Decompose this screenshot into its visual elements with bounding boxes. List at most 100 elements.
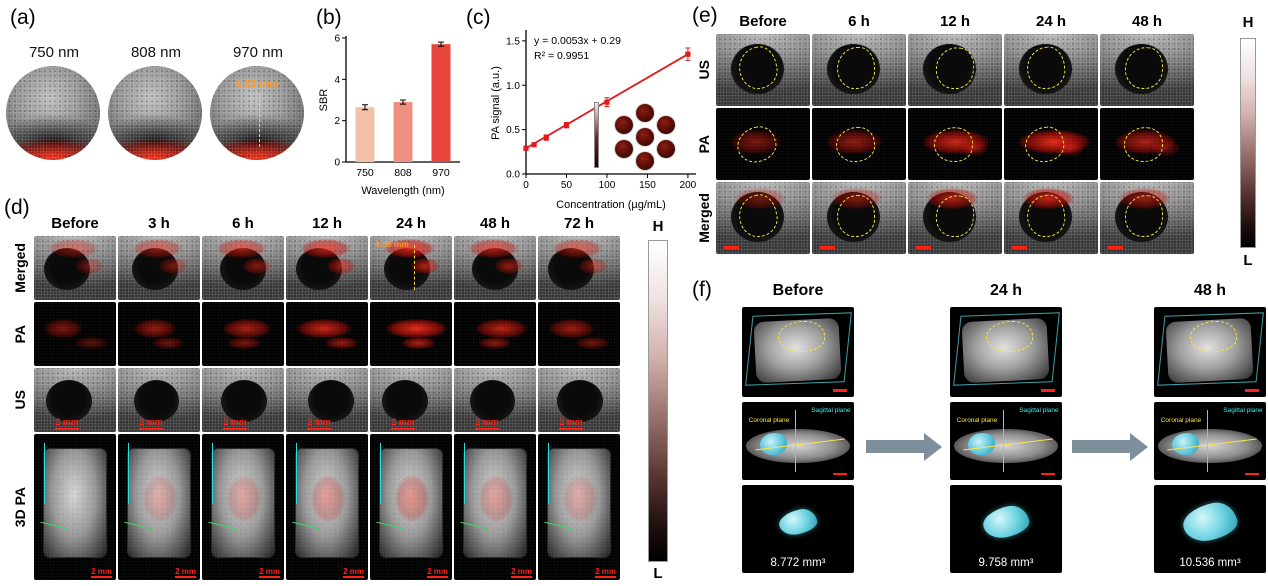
row-label-text: PA [12,324,28,344]
pa-signal-blob [575,337,609,349]
row-label-text: US [12,390,28,410]
pa-signal-blob [1022,187,1075,210]
hypoechoic-region [133,379,180,422]
pa-signal-blob [325,337,359,349]
wavelength-caption: 970 nm [232,44,284,61]
pa-signal-blob [1115,129,1176,155]
plane-view-image: Sagittal plane Coronal plane [742,402,854,480]
axis-y-icon [43,442,46,505]
scale-bar [1011,246,1027,249]
pa-signal-blob [478,337,512,349]
pa-signal-blob [216,238,266,258]
column-header: 6 h [848,13,870,30]
hypoechoic-region [827,44,880,95]
tile-us-6: 2 mm [538,368,620,432]
3d-volume-body [463,448,527,557]
panel-f-label: (f) [692,278,712,301]
hypoechoic-region [731,192,784,243]
plane-view-image: Sagittal plane Coronal plane [1154,402,1266,480]
3d-volume-body [127,448,191,557]
pa-signal-blob [1019,129,1091,155]
svg-text:Wavelength (nm): Wavelength (nm) [361,185,444,197]
scale-bar-label: 2 mm [343,567,364,578]
axis-y-icon [379,442,382,505]
plane-view-image: Sagittal plane Coronal plane [950,402,1062,480]
wavelength-caption: 750 nm [28,44,80,61]
speckle-overlay [6,66,100,160]
progression-arrow [1072,440,1130,453]
hypoechoic-region [469,379,516,422]
pa-signal-blob [562,474,598,522]
scale-bar-label: 2 mm [307,418,331,430]
pa-3d-render [742,307,854,397]
svg-text:150: 150 [639,180,656,191]
tumor-volume-image: 9.758 mm³ [950,485,1062,573]
pa-signal-blob [151,337,185,349]
axis-y-icon [463,442,466,505]
svg-text:970: 970 [432,167,450,179]
pa-signal-blob [296,318,351,338]
pa-signal-blob [1055,140,1084,157]
row-label-text: PA [696,134,712,154]
svg-text:0: 0 [523,180,529,191]
svg-text:0.5: 0.5 [506,125,520,136]
pa-signal-blob [243,257,271,275]
hypoechoic-region [1019,44,1072,95]
progression-arrow [866,440,924,453]
axis-y-icon [211,442,214,505]
pa-linearity-chart: 0.0 0.5 1.0 1.5 0 50 100 150 200 y = 0.0053x + 0.… [490,30,697,211]
row-label: Merged [694,182,714,254]
sample-well [615,116,633,134]
hypoechoic-region [827,192,880,243]
svg-text:808: 808 [394,167,412,179]
sample-well [636,152,654,170]
hypoechoic-region [923,44,976,95]
pa-signal-blob [923,129,989,155]
sagittal-plane-label: Sagittal plane [1223,407,1263,415]
scale-bar-label: 2 mm [55,418,79,430]
panel-a-item-750: 750 nm [6,44,102,160]
hypoechoic-region [43,247,90,290]
tumor-volume-blob [776,506,820,538]
grid-corner [694,10,714,32]
column-header: 6 h [232,215,254,232]
tile-merged-1 [118,236,200,300]
pa-signal-blob [495,257,523,275]
panel-d-label: (d) [4,196,30,219]
pa-signal-blob [48,238,98,258]
timepoint-header: Before [772,282,824,299]
scale-bar [819,246,835,249]
pa-signal-blob [394,474,430,522]
tile-pa3d-5: 2 mm [454,434,536,580]
tumor-contour [1189,321,1237,352]
column-header: Before [51,215,99,232]
inset-colorbar [594,102,599,168]
tile-pa3d-2: 2 mm [202,434,284,580]
sagittal-plane-label: Sagittal plane [1019,407,1059,415]
svg-text:PA signal (a.u.): PA signal (a.u.) [490,66,502,140]
panel-a-label: (a) [10,6,36,29]
scale-bar-label: 2 mm [175,567,196,578]
column-header: 3 h [148,215,170,232]
pa-signal-blob [827,129,882,155]
pa-signal-blob [1118,187,1171,210]
tile-us-4: 2 mm [370,368,452,432]
scale-bar-label: 2 mm [511,567,532,578]
pa-signal-blob [401,337,435,349]
scale-bar [833,472,848,476]
scale-bar-label: 2 mm [391,418,415,430]
column-header: 12 h [939,13,970,30]
scale-bar-label: 2 mm [139,418,163,430]
tumor-contour [985,321,1033,352]
measurement-line [258,94,260,147]
row-label-text: 3D PA [12,486,28,528]
sagittal-plane-line [794,409,796,473]
pa-signal-blob [75,257,103,275]
tumor-volume-value: 8.772 mm³ [770,557,826,569]
scale-bar [1245,472,1260,476]
row-label-text: Merged [12,243,28,293]
row-label: US [694,34,714,106]
column-header: 48 h [479,215,510,232]
scale-bar [1245,389,1260,392]
scale-bar [723,246,739,249]
